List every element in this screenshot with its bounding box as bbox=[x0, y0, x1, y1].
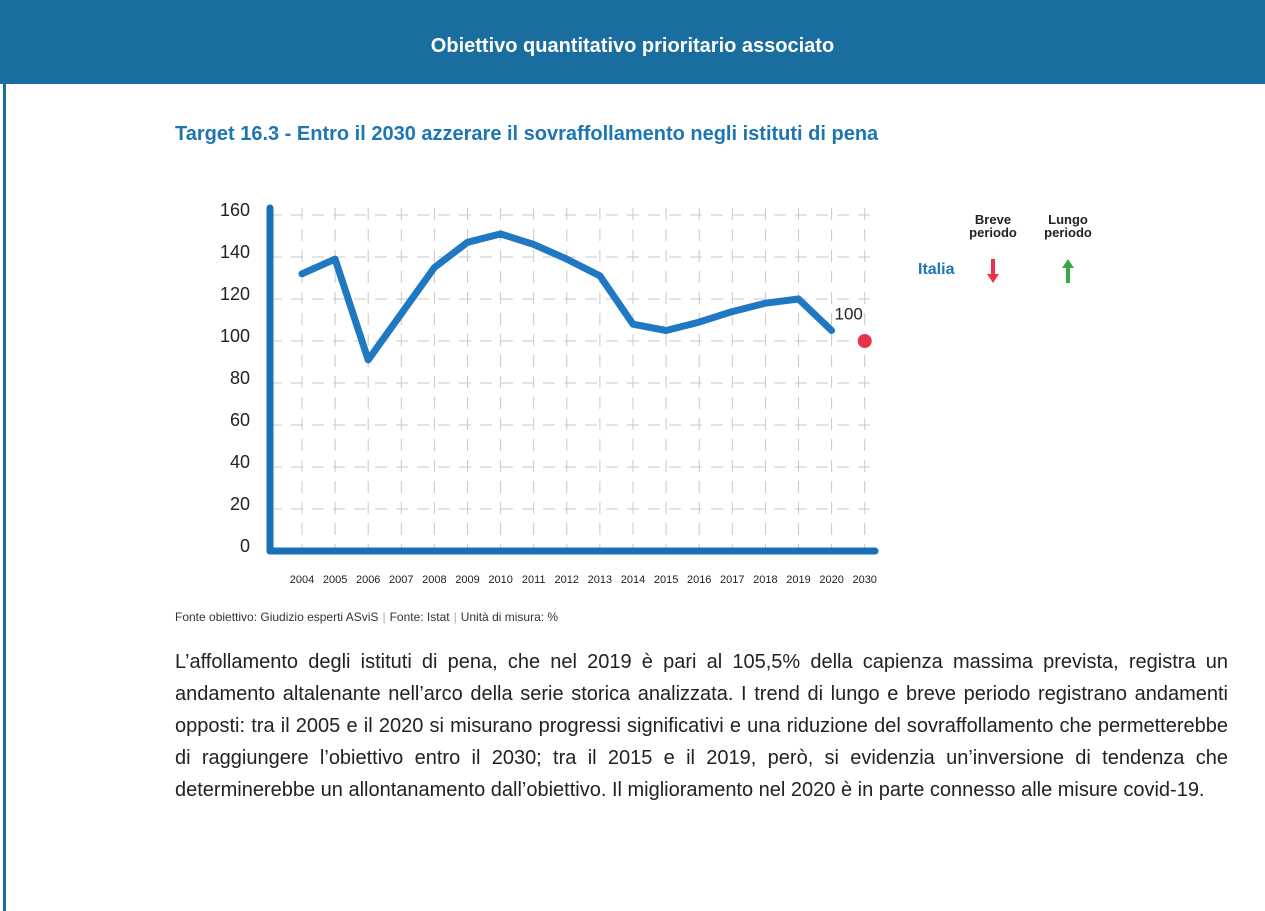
y-tick-label: 80 bbox=[230, 368, 250, 388]
x-tick-label: 2011 bbox=[522, 574, 546, 586]
y-tick-label: 160 bbox=[220, 200, 250, 220]
trend-header: Lungo periodo bbox=[1044, 212, 1092, 240]
x-tick-label: 2008 bbox=[422, 574, 446, 586]
x-tick-label: 2012 bbox=[555, 574, 579, 586]
source-part: Fonte: Istat bbox=[389, 610, 450, 624]
y-tick-label: 140 bbox=[220, 242, 250, 262]
y-tick-label: 60 bbox=[230, 410, 250, 430]
y-tick-label: 20 bbox=[230, 494, 250, 514]
header-title: Obiettivo quantitativo prioritario assoc… bbox=[0, 0, 1265, 84]
line bbox=[298, 230, 836, 364]
data-label: 100 bbox=[835, 304, 863, 323]
separator: | bbox=[453, 610, 457, 624]
x-tick-label: 2013 bbox=[588, 574, 612, 586]
trend-arrow bbox=[1062, 259, 1074, 283]
x-tick-label: 2020 bbox=[819, 574, 843, 586]
y-tick-label: 40 bbox=[230, 452, 250, 472]
x-tick-label: 2016 bbox=[687, 574, 711, 586]
x-tick-label: 2014 bbox=[621, 574, 645, 586]
x-tick-label: 2015 bbox=[654, 574, 678, 586]
body-text: L’affollamento degli istituti di pena, c… bbox=[175, 651, 1228, 801]
source-part: Fonte obiettivo: Giudizio esperti ASviS bbox=[175, 610, 379, 624]
x-tick-label: 2006 bbox=[356, 574, 380, 586]
x-tick-label: 2007 bbox=[389, 574, 413, 586]
x-tick-label: 2004 bbox=[290, 574, 314, 586]
x-tick-label: 2018 bbox=[753, 574, 777, 586]
x-tick-label: 2010 bbox=[488, 574, 512, 586]
trend-header: Breve periodo bbox=[969, 212, 1017, 240]
x-tick-label: 2017 bbox=[720, 574, 744, 586]
separator: | bbox=[382, 610, 386, 624]
x-tick-label: 2009 bbox=[455, 574, 479, 586]
chart-title: Target 16.3 - Entro il 2030 azzerare il … bbox=[175, 123, 879, 145]
chart: 0 20 40 60 80 100 120 140 160 2004 2005 2006 2007 200… bbox=[220, 200, 1074, 586]
y-tick-label: 0 bbox=[240, 536, 250, 556]
legend-label: Italia bbox=[918, 261, 955, 278]
left-border bbox=[3, 84, 6, 911]
x-tick-label: 2019 bbox=[786, 574, 810, 586]
source: Fonte obiettivo: Giudizio esperti ASviS |… bbox=[175, 610, 558, 624]
y-tick-label: 100 bbox=[220, 326, 250, 346]
trend-arrow bbox=[987, 259, 999, 283]
y-tick-label: 120 bbox=[220, 284, 250, 304]
source-part: Unità di misura: % bbox=[460, 610, 559, 624]
target-dot bbox=[857, 334, 872, 348]
x-tick-label: 2005 bbox=[323, 574, 347, 586]
x-tick-label: 2030 bbox=[852, 574, 876, 586]
